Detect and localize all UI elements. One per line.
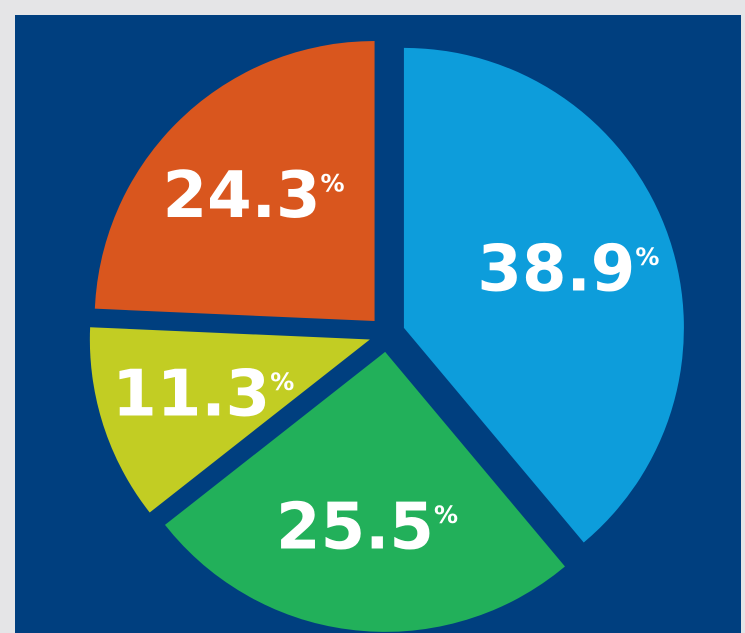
slice-value-label: 11.3% — [112, 357, 294, 431]
slice-value-label: 24.3% — [163, 159, 345, 233]
pie-slice-38-9 — [403, 47, 684, 543]
chart-panel: 38.9% 25.5% 11.3% 24.3% — [15, 15, 741, 633]
pie-slice-25-5 — [164, 351, 565, 632]
pie-slice-11-3 — [89, 327, 370, 513]
slice-value-number: 25.5 — [276, 490, 434, 564]
slice-value-label: 25.5% — [276, 490, 458, 564]
pie-chart: 38.9%25.5%11.3%24.3% — [89, 40, 684, 632]
slice-value-number: 38.9 — [477, 232, 635, 306]
slice-value-label: 38.9% — [477, 232, 659, 306]
slice-percent-sign: % — [434, 501, 458, 529]
pie-slice-24-3 — [94, 40, 375, 321]
slice-percent-sign: % — [270, 368, 294, 396]
slice-percent-sign: % — [320, 169, 344, 197]
slice-percent-sign: % — [635, 243, 659, 271]
slice-value-number: 24.3 — [163, 159, 321, 233]
slice-value-number: 11.3 — [112, 357, 270, 431]
